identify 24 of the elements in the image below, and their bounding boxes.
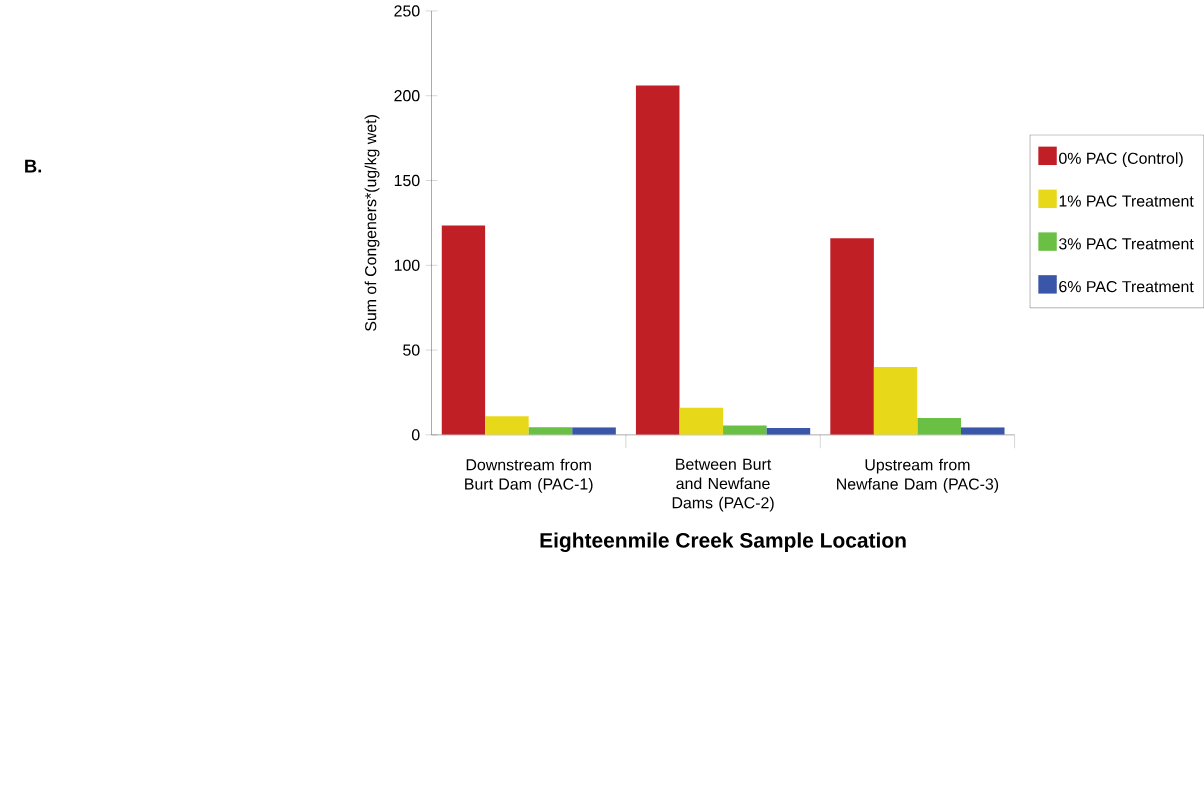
bar — [528, 427, 573, 436]
y-tick-label: 250 — [394, 5, 420, 17]
y-tick-label: 150 — [394, 175, 420, 187]
y-tick-label: 200 — [394, 90, 420, 102]
legend-label: 0% PAC (Control) — [1059, 152, 1183, 168]
bar — [679, 407, 724, 436]
text: B. — [25, 159, 42, 173]
bar — [635, 85, 680, 436]
x-axis-title: Eighteenmile Creek Sample Location — [540, 532, 906, 553]
bar — [830, 238, 874, 436]
x-tick-label: Between Burt and Newfane Dams (PAC-2) — [672, 458, 774, 512]
bar — [485, 416, 529, 436]
y-tick-label: 50 — [403, 344, 420, 356]
x-tick-label: Upstream from Newfane Dam (PAC-3) — [837, 458, 999, 494]
x-tick-label: Downstream from Burt Dam (PAC-1) — [465, 458, 593, 494]
y-tick-label: 100 — [394, 259, 420, 272]
bar — [917, 418, 961, 436]
y-axis-title: Sum of Congeners*(ug/kg wet) — [364, 115, 380, 332]
legend-label: 3% PAC Treatment — [1059, 238, 1194, 250]
bar — [873, 367, 918, 436]
legend-label: 6% PAC Treatment — [1059, 281, 1194, 293]
bar — [441, 225, 486, 436]
y-tick-label: 0 — [411, 429, 420, 441]
legend-label: 1% PAC Treatment — [1059, 195, 1194, 207]
